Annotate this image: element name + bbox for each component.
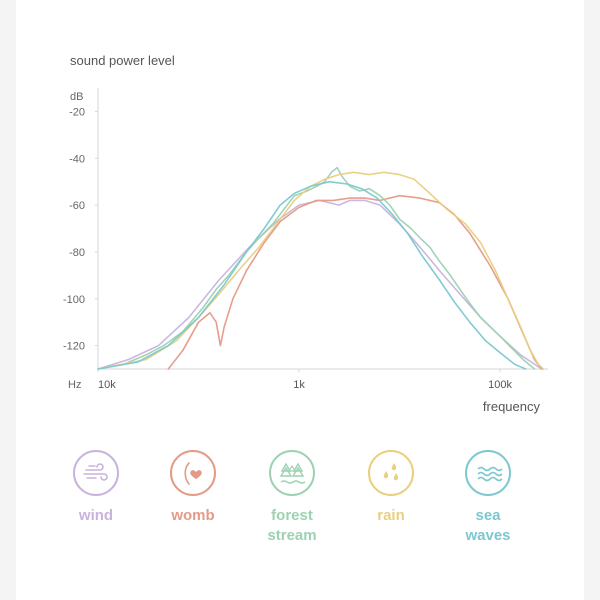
y-tick-label: -60 [69,200,85,212]
waves-icon [465,450,511,496]
legend-label: wind [48,506,144,526]
womb-heart-icon [170,450,216,496]
y-tick-label: -120 [63,341,85,353]
series-line-sea-waves [97,180,527,370]
chart-axes [97,88,548,370]
legend-label-line: waves [465,527,511,544]
x-axis-title: frequency [483,399,541,414]
series-line-wind [97,199,543,370]
wind-icon [73,450,119,496]
legend-label-line: stream [267,527,317,544]
chart-series [97,166,545,370]
legend-label-line: wind [78,507,114,524]
y-axis-unit-label: dB [70,91,83,103]
raindrops-icon [368,450,414,496]
legend-label: rain [343,506,439,526]
sound-power-chart: sound power level dB Hz frequency -20 -40… [63,53,548,414]
legend-item-rain[interactable]: rain [343,450,439,526]
legend-label-line: rain [377,507,405,524]
legend-label-line: forest [271,507,313,524]
y-tick-label: -40 [69,153,85,165]
y-tick-label: -20 [69,106,85,118]
series-line-womb [167,194,543,370]
legend-label: sea waves [440,506,536,546]
series-line-forest-stream [97,166,536,370]
legend: wind womb forest stream rain sea waves [0,450,600,580]
chart-ticks: -20 -40 -60 -80 -100 -120 10k 1k 100k [63,106,512,391]
legend-label-line: womb [171,507,215,524]
legend-label: forest stream [244,506,340,546]
legend-item-sea-waves[interactable]: sea waves [440,450,536,546]
y-tick-label: -80 [69,247,85,259]
x-axis-unit-label: Hz [68,379,81,391]
legend-item-wind[interactable]: wind [48,450,144,526]
legend-label: womb [145,506,241,526]
chart-card [16,0,584,600]
x-tick-label: 1k [293,379,305,391]
legend-label-line: sea [475,507,501,524]
legend-item-womb[interactable]: womb [145,450,241,526]
legend-item-forest-stream[interactable]: forest stream [244,450,340,546]
forest-trees-icon [269,450,315,496]
chart-title: sound power level [70,53,175,68]
series-line-rain [97,171,545,370]
x-tick-label: 10k [98,379,116,391]
y-tick-label: -100 [63,294,85,306]
x-tick-label: 100k [488,379,512,391]
